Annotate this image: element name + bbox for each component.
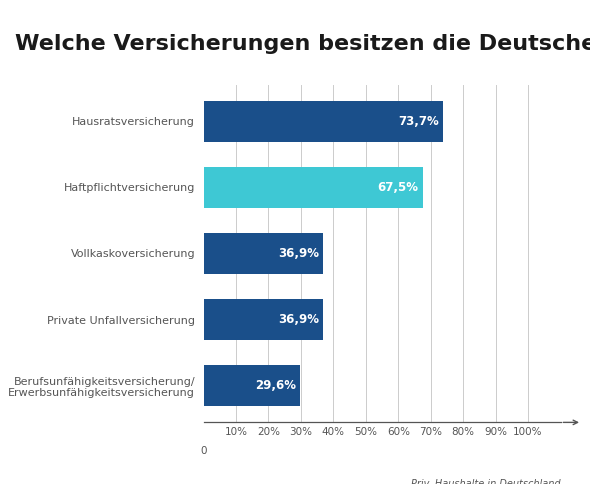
Bar bbox=[204, 101, 442, 142]
Text: 29,6%: 29,6% bbox=[255, 379, 296, 392]
Text: Quelle: IfD Allensbach 2017: Quelle: IfD Allensbach 2017 bbox=[15, 456, 189, 469]
Bar bbox=[204, 233, 323, 274]
Text: Welche Versicherungen besitzen die Deutschen?: Welche Versicherungen besitzen die Deuts… bbox=[15, 34, 590, 54]
Text: Priv. Haushalte in Deutschland: Priv. Haushalte in Deutschland bbox=[411, 479, 560, 484]
Bar bbox=[204, 365, 300, 406]
Text: 67,5%: 67,5% bbox=[378, 181, 419, 194]
Bar bbox=[204, 166, 422, 208]
Text: 36,9%: 36,9% bbox=[278, 247, 319, 260]
Text: 36,9%: 36,9% bbox=[278, 313, 319, 326]
Text: 0: 0 bbox=[200, 446, 207, 455]
Bar bbox=[204, 299, 323, 340]
Text: 73,7%: 73,7% bbox=[398, 115, 439, 128]
